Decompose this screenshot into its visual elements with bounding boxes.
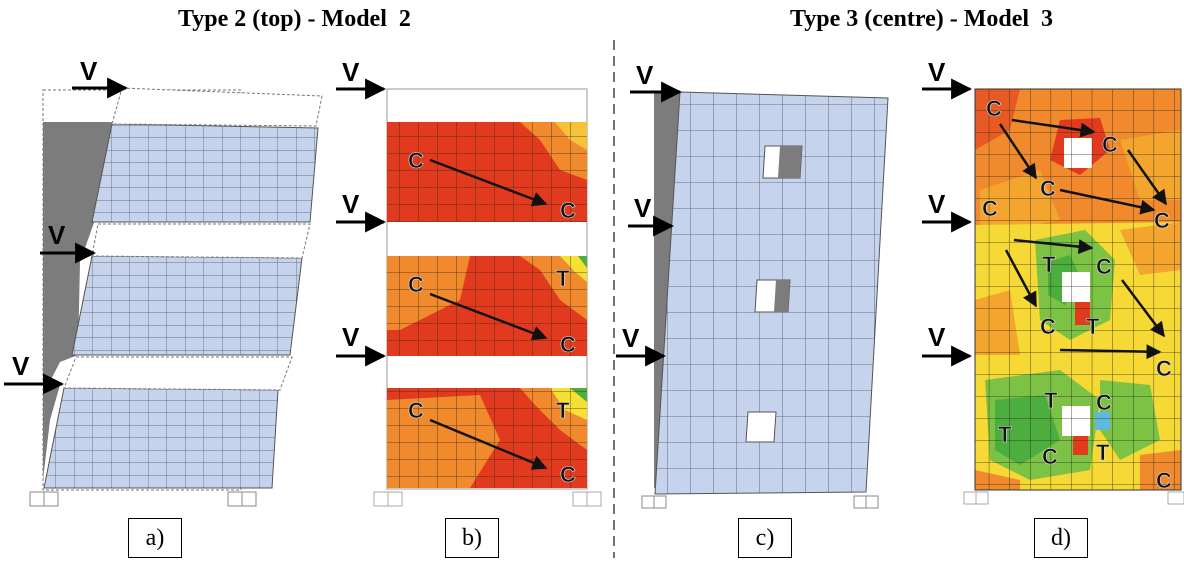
- caption-d: d): [1034, 518, 1088, 558]
- panel-a-deformed-frame: [29, 87, 323, 507]
- title-type2-model2: Type 2 (top) - Model 2: [178, 6, 411, 32]
- compression-label-b1a: C: [408, 148, 424, 173]
- tension-label-d3: T: [1044, 388, 1058, 413]
- load-label-d2: V: [928, 189, 946, 219]
- compression-label-d7: C: [1040, 314, 1056, 339]
- compression-label-d10: C: [1042, 444, 1058, 469]
- panel-a-load-arrows: [4, 77, 129, 395]
- panel-b-load-arrows: [336, 78, 387, 367]
- load-label-c1: V: [636, 60, 654, 90]
- load-label-a2: V: [48, 220, 66, 250]
- panel-c-deformed-wall: [641, 91, 889, 509]
- compression-label-b3b: C: [560, 462, 576, 487]
- compression-label-d6: C: [1096, 254, 1112, 279]
- load-label-b2: V: [342, 189, 360, 219]
- panel-d-stress-map: [963, 88, 1184, 505]
- compression-label-d2: C: [1102, 132, 1118, 157]
- load-label-a1: V: [80, 56, 98, 86]
- tension-label-d5: T: [1096, 440, 1110, 465]
- caption-b: b): [445, 518, 499, 558]
- compression-label-b2b: C: [560, 332, 576, 357]
- load-label-b1: V: [342, 57, 360, 87]
- tension-label-d2: T: [1086, 314, 1100, 339]
- panel-d-load-arrows: [922, 78, 973, 367]
- tension-label-d4: T: [998, 422, 1012, 447]
- caption-a: a): [128, 518, 182, 558]
- load-label-a3: V: [12, 351, 30, 381]
- load-label-d1: V: [928, 57, 946, 87]
- caption-c: c): [738, 518, 792, 558]
- compression-label-d11: C: [1156, 468, 1172, 493]
- load-label-c2: V: [634, 193, 652, 223]
- compression-label-d3: C: [1040, 176, 1056, 201]
- compression-label-d1: C: [986, 96, 1002, 121]
- load-label-c3: V: [622, 323, 640, 353]
- tension-label-b3: T: [556, 398, 570, 423]
- panel-c-load-arrows: [616, 81, 683, 367]
- load-label-b3: V: [342, 322, 360, 352]
- compression-label-d9: C: [1096, 390, 1112, 415]
- compression-label-b2a: C: [408, 272, 424, 297]
- compression-label-b3a: C: [408, 398, 424, 423]
- tension-label-b2: T: [556, 266, 570, 291]
- title-type3-model3: Type 3 (centre) - Model 3: [790, 6, 1054, 32]
- compression-label-b1b: C: [560, 198, 576, 223]
- panel-b-stress-map: [373, 88, 602, 507]
- compression-label-d5: C: [1154, 208, 1170, 233]
- compression-label-d8: C: [1156, 356, 1172, 381]
- compression-label-d4: C: [982, 196, 998, 221]
- load-label-d3: V: [928, 322, 946, 352]
- tension-label-d1: T: [1042, 252, 1056, 277]
